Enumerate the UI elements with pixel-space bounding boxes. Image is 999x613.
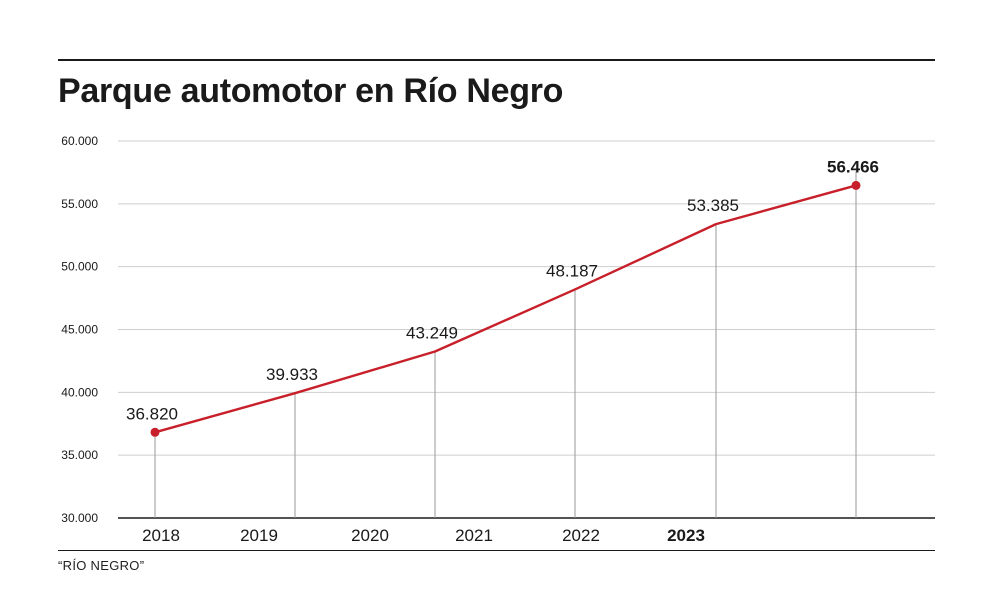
data-label: 36.820 bbox=[126, 404, 178, 423]
source-credit: “RÍO NEGRO” bbox=[58, 558, 145, 573]
data-point-marker bbox=[851, 180, 861, 190]
y-tick-label: 60.000 bbox=[61, 134, 98, 148]
data-label: 53.385 bbox=[687, 196, 739, 215]
data-label: 43.249 bbox=[406, 324, 458, 343]
x-axis-labels: 2018 2019 2020 2021 2022 2023 bbox=[142, 526, 705, 545]
drop-lines bbox=[154, 171, 857, 518]
x-tick-label: 2018 bbox=[142, 526, 180, 545]
data-label: 56.466 bbox=[827, 157, 879, 176]
bottom-rule bbox=[58, 550, 935, 551]
series-line-group bbox=[154, 184, 857, 434]
x-tick-label: 2019 bbox=[240, 526, 278, 545]
y-tick-label: 45.000 bbox=[61, 323, 98, 337]
x-tick-label: 2022 bbox=[562, 526, 600, 545]
endpoint-markers bbox=[150, 180, 861, 437]
data-label: 39.933 bbox=[266, 365, 318, 384]
x-tick-label: 2021 bbox=[455, 526, 493, 545]
data-label: 48.187 bbox=[546, 261, 598, 280]
top-rule bbox=[58, 59, 935, 61]
data-labels: 36.820 39.933 43.249 48.187 53.385 56.466 bbox=[126, 157, 879, 423]
data-point-marker bbox=[150, 427, 160, 437]
y-tick-label: 50.000 bbox=[61, 260, 98, 274]
y-tick-label: 40.000 bbox=[61, 385, 98, 399]
y-tick-label: 30.000 bbox=[61, 511, 98, 525]
y-tick-label: 35.000 bbox=[61, 448, 98, 462]
chart-title: Parque automotor en Río Negro bbox=[58, 72, 564, 110]
gridlines bbox=[118, 140, 935, 519]
y-axis-labels: 60.000 55.000 50.000 45.000 40.000 35.000 30.0… bbox=[61, 134, 98, 525]
series-line bbox=[154, 184, 857, 434]
x-tick-label: 2020 bbox=[351, 526, 389, 545]
x-tick-label: 2023 bbox=[667, 526, 705, 545]
y-tick-label: 55.000 bbox=[61, 197, 98, 211]
